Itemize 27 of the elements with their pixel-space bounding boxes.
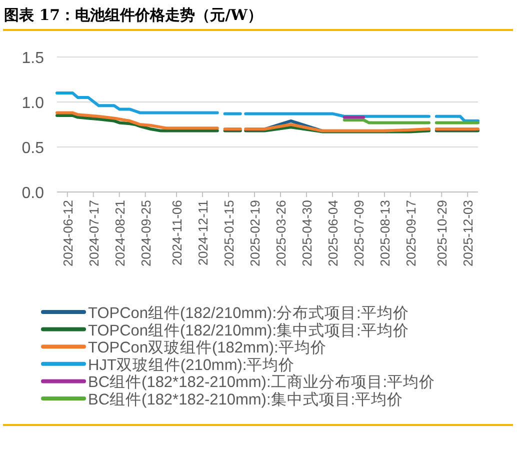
x-tick-label: 2024-06-12 (60, 200, 76, 266)
y-tick-label: 0.5 (22, 140, 44, 157)
x-tick-label: 2025-12-03 (460, 200, 476, 266)
legend-label: BC组件(182*182-210mm):工商业分布项目:平均价 (88, 373, 436, 392)
x-tick-label: 2025-07-09 (351, 200, 366, 266)
legend-label: HJT双玻组件(210mm):平均价 (88, 356, 295, 374)
x-tick-label: 2025-03-26 (273, 200, 288, 266)
x-tick-label: 2025-02-19 (248, 200, 263, 266)
chart-title: 图表 17：电池组件价格走势（元/W） (4, 6, 262, 24)
x-tick-label: 2025-10-29 (434, 200, 450, 266)
legend-label: TOPCon双玻组件(182mm):平均价 (88, 338, 326, 357)
x-tick-label: 2025-04-30 (299, 200, 314, 266)
x-tick-label: 2024-12-11 (196, 200, 211, 266)
legend-label: TOPCon组件(182/210mm):集中式项目:平均价 (88, 321, 409, 340)
x-tick-label: 2024-11-06 (170, 200, 185, 266)
x-tick-label: 2025-06-04 (325, 200, 340, 266)
x-tick-label: 2025-09-17 (403, 200, 418, 266)
x-tick-label: 2024-09-25 (138, 200, 154, 266)
legend-label: TOPCon组件(182/210mm):分布式项目:平均价 (88, 304, 409, 322)
x-tick-label: 2024-08-21 (112, 200, 128, 266)
y-tick-label: 1.0 (22, 95, 44, 112)
legend-label: BC组件(182*182-210mm):集中式项目:平均价 (88, 390, 404, 408)
x-tick-label: 2025-08-13 (377, 200, 392, 266)
y-tick-label: 0.0 (22, 185, 44, 202)
y-tick-label: 1.5 (22, 50, 44, 67)
x-tick-label: 2025-01-15 (222, 200, 237, 266)
x-tick-label: 2024-07-17 (86, 200, 102, 266)
